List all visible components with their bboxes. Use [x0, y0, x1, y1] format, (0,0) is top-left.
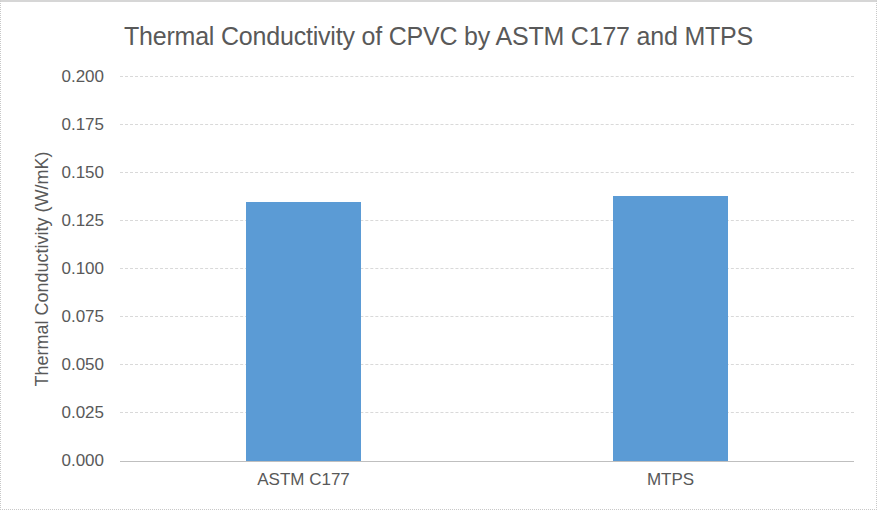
- y-tick-label: 0.025: [1, 403, 104, 423]
- gridline: [120, 76, 854, 77]
- x-axis-line: [120, 461, 854, 462]
- bar-mtps: [613, 196, 728, 461]
- gridline: [120, 412, 854, 413]
- gridline: [120, 316, 854, 317]
- chart-container: Thermal Conductivity of CPVC by ASTM C17…: [0, 0, 877, 510]
- y-tick-label: 0.000: [1, 451, 104, 471]
- y-tick-label: 0.050: [1, 355, 104, 375]
- y-tick-label: 0.125: [1, 211, 104, 231]
- gridline: [120, 268, 854, 269]
- gridline: [120, 364, 854, 365]
- y-tick-label: 0.100: [1, 259, 104, 279]
- bar-astm-c177: [246, 202, 361, 461]
- y-tick-label: 0.075: [1, 307, 104, 327]
- plot-area: [120, 77, 854, 461]
- gridline: [120, 172, 854, 173]
- gridline: [120, 220, 854, 221]
- y-tick-label: 0.200: [1, 67, 104, 87]
- gridline: [120, 124, 854, 125]
- x-category-label: MTPS: [571, 469, 771, 491]
- y-axis-tick-labels: 0.0000.0250.0500.0750.1000.1250.1500.175…: [1, 77, 104, 461]
- x-axis-category-labels: ASTM C177 MTPS: [120, 469, 854, 493]
- y-tick-label: 0.150: [1, 163, 104, 183]
- y-tick-label: 0.175: [1, 115, 104, 135]
- x-category-label: ASTM C177: [204, 469, 404, 491]
- chart-title: Thermal Conductivity of CPVC by ASTM C17…: [1, 22, 876, 51]
